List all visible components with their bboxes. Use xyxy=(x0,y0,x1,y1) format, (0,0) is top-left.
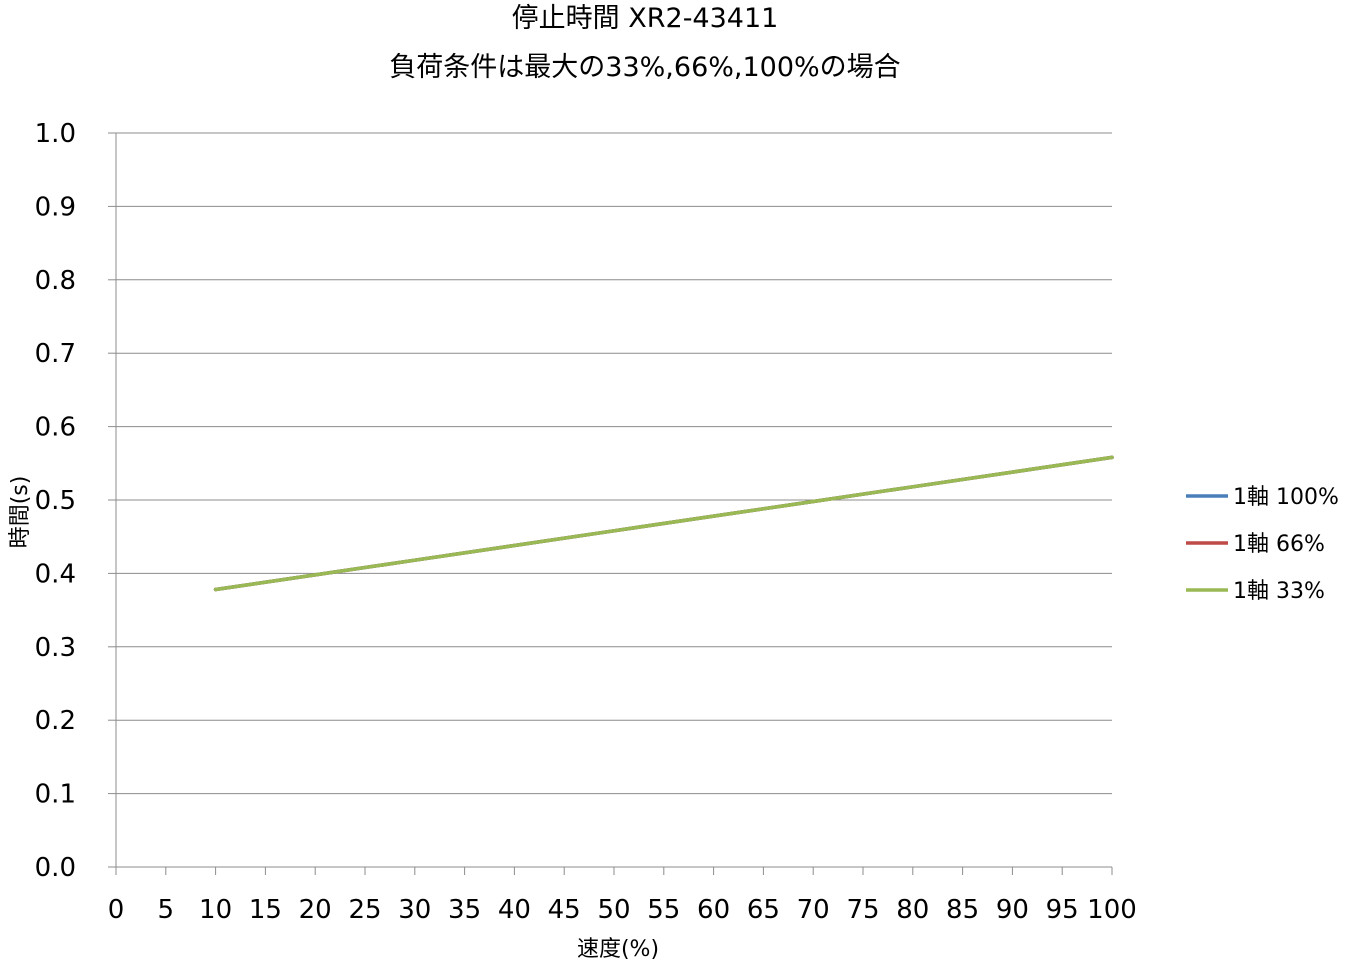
x-tick-label: 85 xyxy=(946,895,979,925)
x-tick-labels: 0 5 10 15 20 25 30 35 40 45 50 55 60 65 70 75 80 85 90 95 10… xyxy=(108,895,1137,925)
x-tick-label: 20 xyxy=(299,895,332,925)
y-tick-label: 0.2 xyxy=(35,706,76,736)
x-tick-label: 95 xyxy=(1046,895,1079,925)
x-tick-label: 65 xyxy=(747,895,780,925)
x-tick-label: 25 xyxy=(348,895,381,925)
legend-entry: 1軸 66% xyxy=(1233,532,1325,557)
legend-entry: 1軸 100% xyxy=(1233,485,1339,510)
y-tick-label: 0.8 xyxy=(35,266,76,296)
series-line-3 xyxy=(213,455,1114,592)
y-tick-label: 0.1 xyxy=(35,780,76,810)
y-tick-label: 0.9 xyxy=(35,192,76,222)
series-lines xyxy=(213,455,1114,592)
y-tick-label: 1.0 xyxy=(35,119,76,149)
x-tick-label: 60 xyxy=(697,895,730,925)
x-tick-label: 55 xyxy=(647,895,680,925)
x-tick-label: 75 xyxy=(846,895,879,925)
x-axis-label: 速度(%) xyxy=(577,937,659,962)
x-tick-label: 5 xyxy=(158,895,175,925)
x-tick-label: 35 xyxy=(448,895,481,925)
legend: 1軸 100% 1軸 66% 1軸 33% xyxy=(1186,485,1339,604)
legend-entry: 1軸 33% xyxy=(1233,579,1325,604)
x-tick-label: 50 xyxy=(597,895,630,925)
y-tick-label: 0.5 xyxy=(35,486,76,516)
chart-subtitle: 負荷条件は最大の33%,66%,100%の場合 xyxy=(389,52,900,83)
x-tick-label: 30 xyxy=(398,895,431,925)
y-tick-label: 0.4 xyxy=(35,559,76,589)
x-tick-label: 0 xyxy=(108,895,125,925)
x-tick-label: 80 xyxy=(896,895,929,925)
y-tick-label: 0.6 xyxy=(35,413,76,443)
x-tick-label: 90 xyxy=(996,895,1029,925)
x-tick-label: 40 xyxy=(498,895,531,925)
x-tick-label: 10 xyxy=(199,895,232,925)
chart-title: 停止時間 XR2-43411 xyxy=(512,3,779,34)
x-tick-label: 15 xyxy=(249,895,282,925)
y-axis-label: 時間(s) xyxy=(8,476,33,549)
x-tick-label: 70 xyxy=(797,895,830,925)
x-tick-label: 45 xyxy=(548,895,581,925)
y-tick-labels: 0.0 0.1 0.2 0.3 0.4 0.5 0.6 0.7 0.8 0.9 1.0 xyxy=(35,119,76,883)
y-tick-label: 0.0 xyxy=(35,853,76,883)
axes xyxy=(108,132,1113,875)
y-tick-label: 0.7 xyxy=(35,339,76,369)
x-tick-label: 100 xyxy=(1087,895,1137,925)
y-tick-label: 0.3 xyxy=(35,633,76,663)
gridlines xyxy=(116,132,1112,795)
